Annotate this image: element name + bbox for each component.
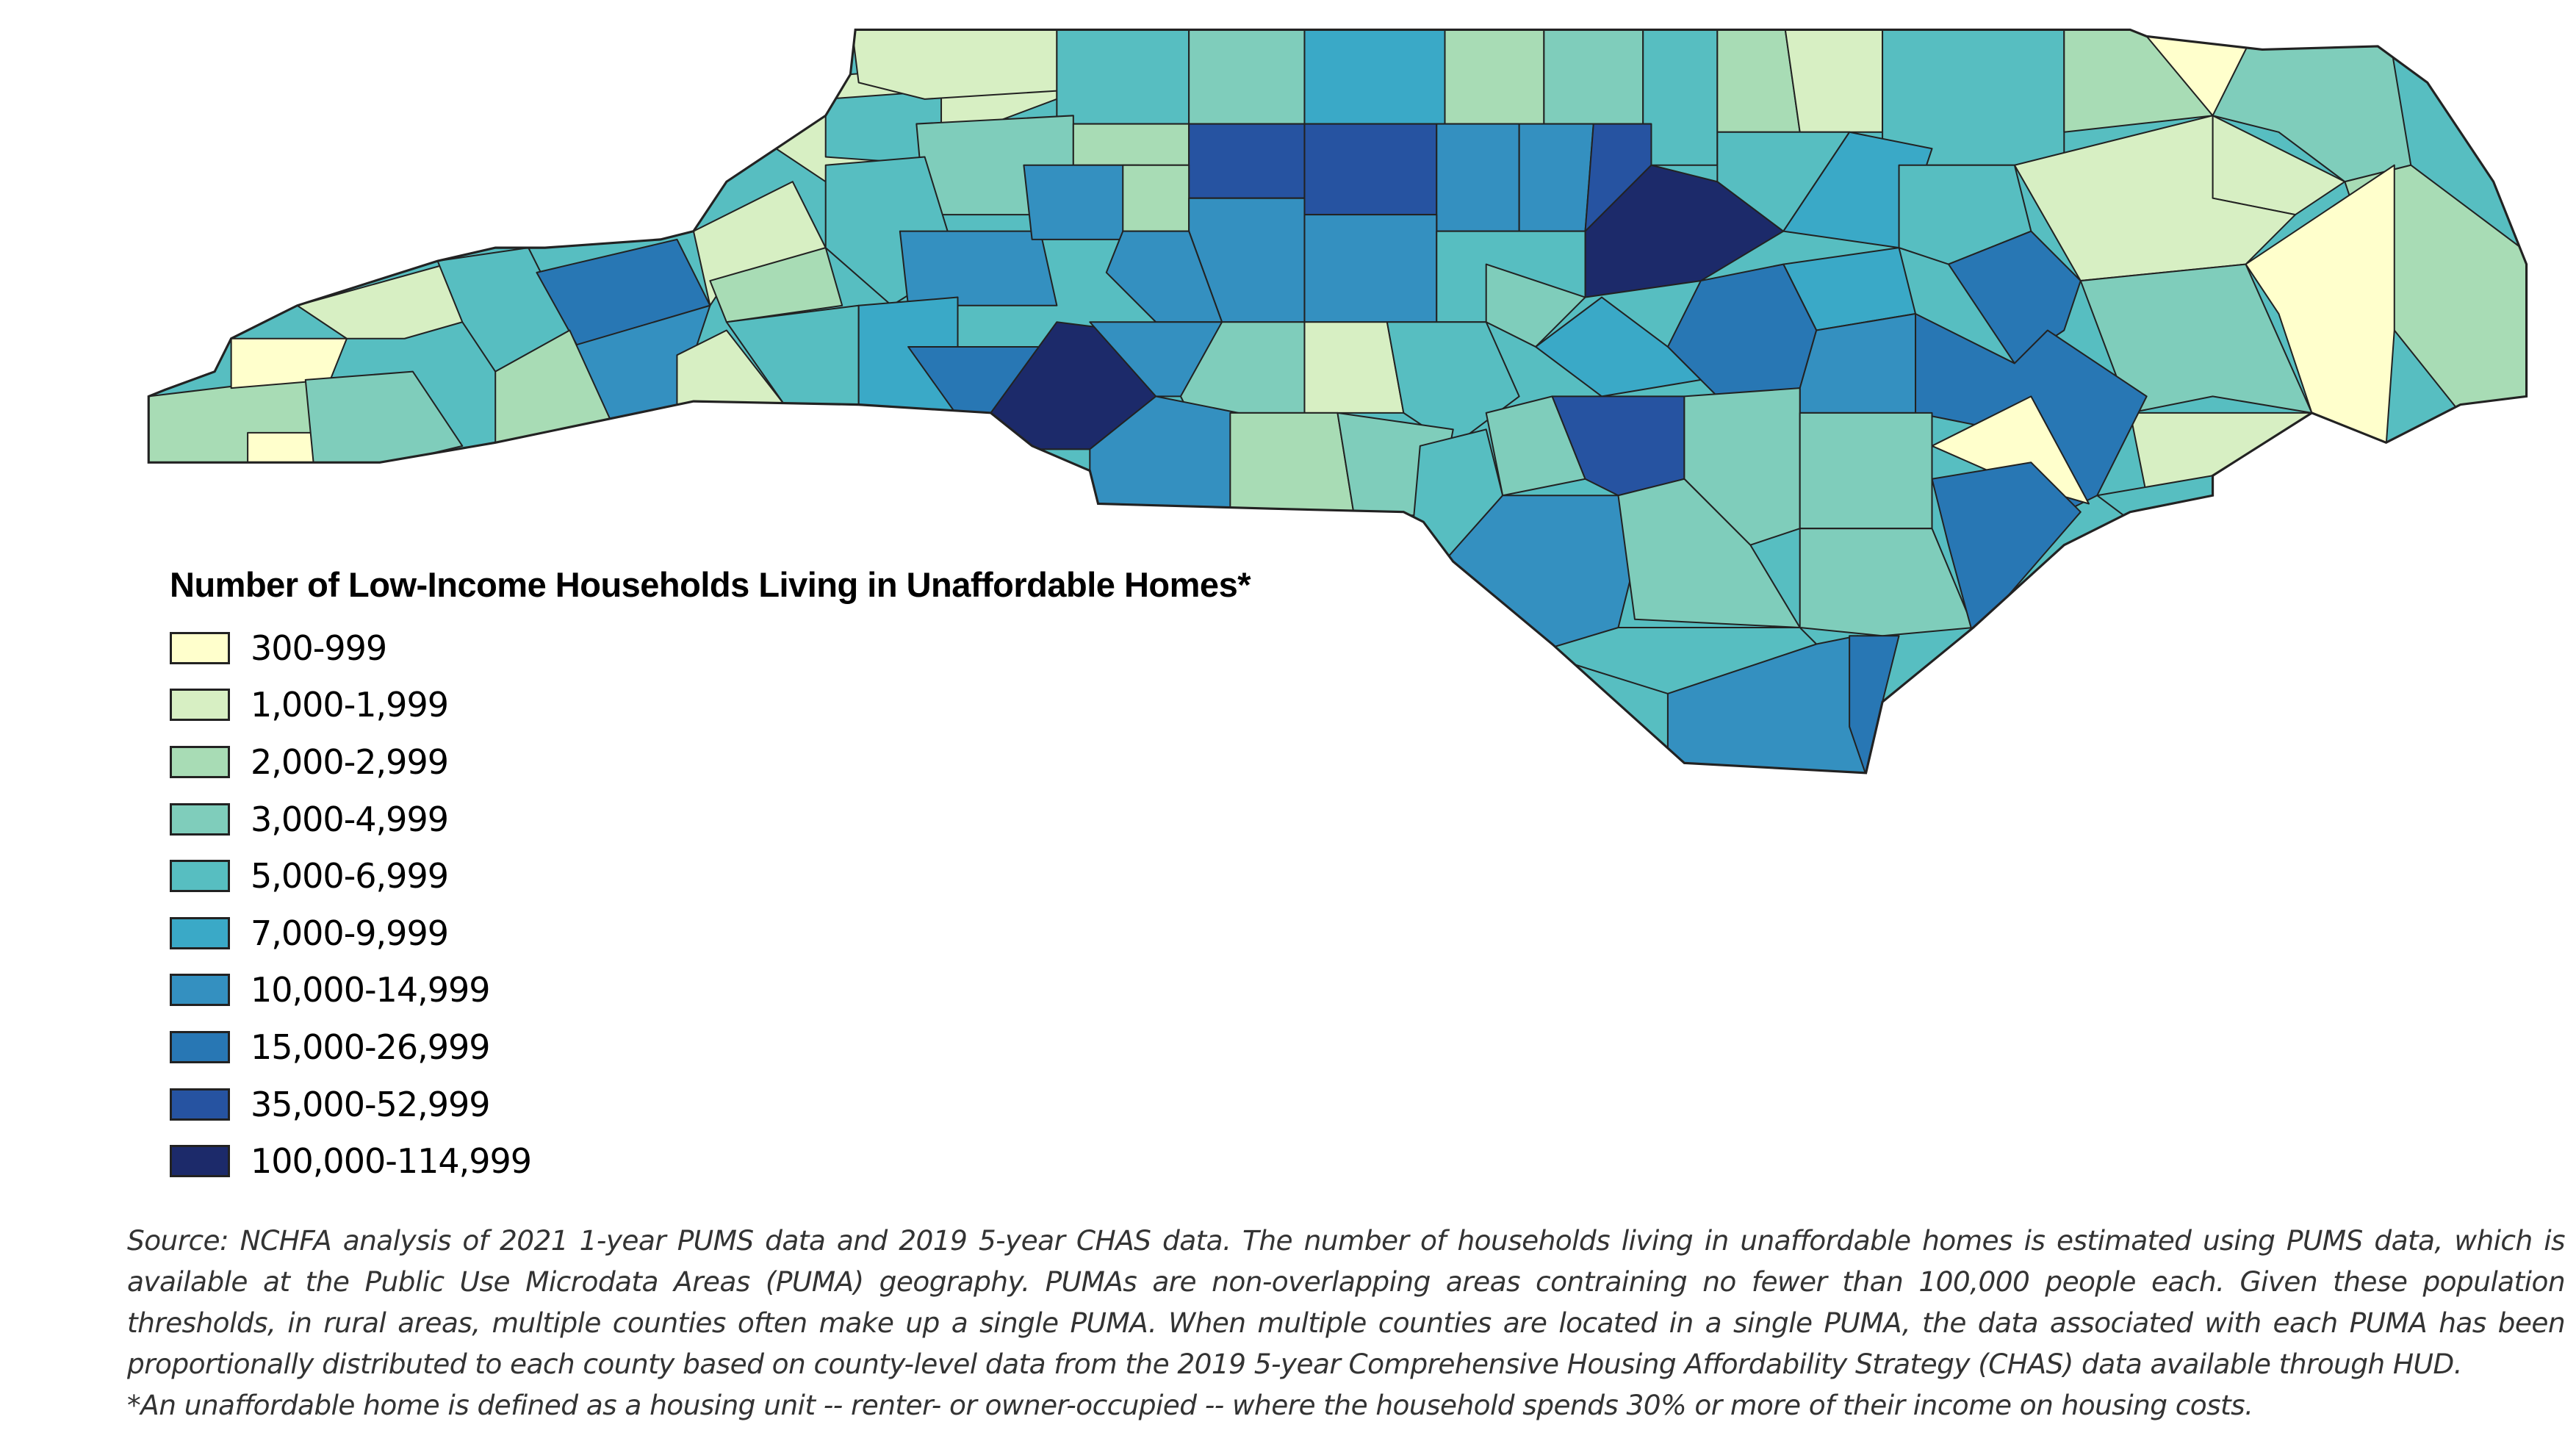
county-region (1056, 29, 1190, 125)
county-region (1543, 29, 1644, 125)
county-region (1229, 412, 1355, 517)
source-line: thresholds, in rural areas, multiple cou… (127, 1307, 2566, 1339)
county-region (1303, 123, 1438, 216)
legend-item: 300-999 (170, 619, 1251, 677)
legend-item: 100,000-114,999 (170, 1132, 1251, 1190)
state-outline (147, 28, 2528, 775)
legend-label: 35,000-52,999 (251, 1084, 491, 1124)
county-region (1882, 29, 2065, 166)
county-region (1931, 461, 2082, 637)
legend-label: 3,000-4,999 (251, 799, 449, 839)
legend-label: 2,000-2,999 (251, 741, 449, 782)
county-region (1303, 29, 1446, 125)
county-region (1188, 29, 1306, 125)
county-region (1444, 29, 1545, 125)
legend-label: 10,000-14,999 (251, 970, 491, 1010)
legend-swatch (170, 1145, 230, 1178)
source-note: Source: NCHFA analysis of 2021 1-year PU… (127, 1220, 2566, 1426)
legend-swatch (170, 802, 230, 836)
county-region (1122, 164, 1190, 232)
county-region (1782, 131, 1933, 249)
county-region (1782, 29, 1884, 133)
legend-item: 35,000-52,999 (170, 1076, 1251, 1133)
county-region (1072, 123, 1190, 166)
legend-item: 5,000-6,999 (170, 847, 1251, 905)
legend-swatch (170, 860, 230, 893)
county-region (1436, 123, 1520, 232)
county-region (1799, 528, 1974, 637)
county-region (1023, 164, 1140, 240)
footnote-definition: *An unaffordable home is defined as a ho… (127, 1389, 2253, 1421)
county-region (899, 230, 1058, 306)
legend-item: 7,000-9,999 (170, 905, 1251, 962)
legend-label: 7,000-9,999 (251, 913, 449, 953)
legend-swatch (170, 745, 230, 778)
county-region (849, 29, 1058, 100)
legend-item: 2,000-2,999 (170, 733, 1251, 791)
legend-title: Number of Low-Income Households Living i… (170, 565, 1251, 604)
legend-item: 10,000-14,999 (170, 962, 1251, 1019)
legend-item: 1,000-1,999 (170, 677, 1251, 734)
county-region (1683, 387, 1801, 546)
legend-label: 15,000-26,999 (251, 1027, 491, 1067)
source-line: proportionally distributed to each count… (127, 1348, 2463, 1380)
legend-label: 100,000-114,999 (251, 1141, 532, 1182)
county-region (1799, 412, 1933, 530)
legend-swatch (170, 974, 230, 1007)
legend-item: 3,000-4,999 (170, 791, 1251, 848)
county-region (1617, 478, 1801, 629)
county-region (1188, 123, 1306, 199)
county-region (1535, 296, 1702, 398)
source-line: available at the Public Use Microdata Ar… (127, 1265, 2566, 1298)
legend-item: 15,000-26,999 (170, 1018, 1251, 1076)
legend-label: 300-999 (251, 628, 387, 668)
county-region (1518, 123, 1594, 232)
legend-swatch (170, 1088, 230, 1121)
legend-label: 1,000-1,999 (251, 685, 449, 725)
legend-swatch (170, 689, 230, 722)
legend-swatch (170, 1030, 230, 1063)
county-region (709, 247, 843, 323)
legend-swatch (170, 916, 230, 949)
legend-label: 5,000-6,999 (251, 856, 449, 897)
county-region (1642, 29, 1719, 166)
map-legend: Number of Low-Income Households Living i… (170, 564, 1251, 1190)
county-region (296, 263, 464, 340)
county-region (1303, 321, 1405, 414)
county-region (1303, 214, 1438, 323)
legend-swatch (170, 631, 230, 664)
source-line: Source: NCHFA analysis of 2021 1-year PU… (127, 1224, 2566, 1257)
